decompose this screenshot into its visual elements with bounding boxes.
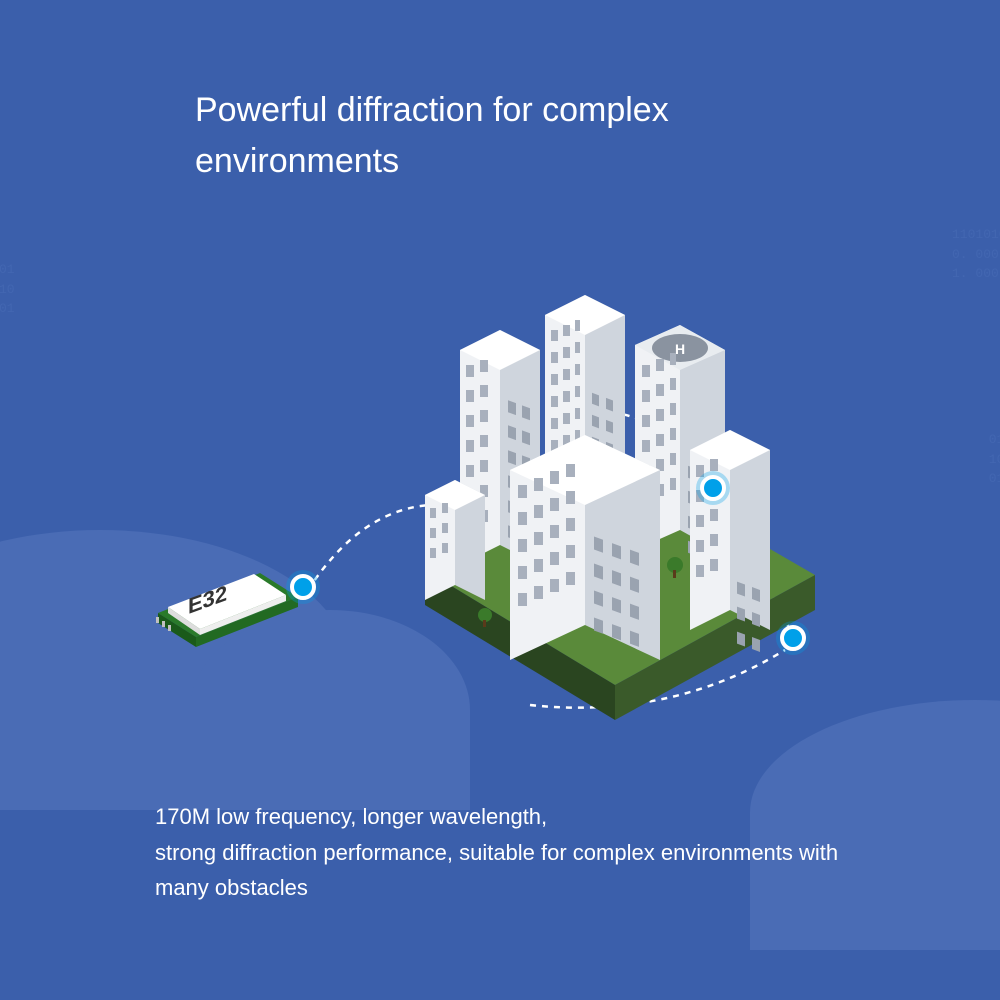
page-subtitle: 170M low frequency, longer wavelength,st…	[155, 799, 855, 905]
signal-node-right	[780, 625, 806, 651]
binary-deco-right-mid: 0101101010	[989, 430, 1000, 489]
signal-node-mid	[700, 475, 726, 501]
binary-deco-right-top: 11010100. 000 001. 000 001	[952, 225, 1000, 284]
svg-text:H: H	[675, 341, 685, 357]
diagram-scene: E32	[150, 290, 850, 790]
binary-deco-left: 101010101010101010101	[0, 260, 15, 319]
page-title: Powerful diffraction for complex environ…	[195, 85, 845, 187]
signal-node-chip	[290, 574, 316, 600]
city-block: H	[370, 290, 850, 790]
building-6	[425, 480, 485, 600]
chip-module: E32	[150, 555, 290, 645]
